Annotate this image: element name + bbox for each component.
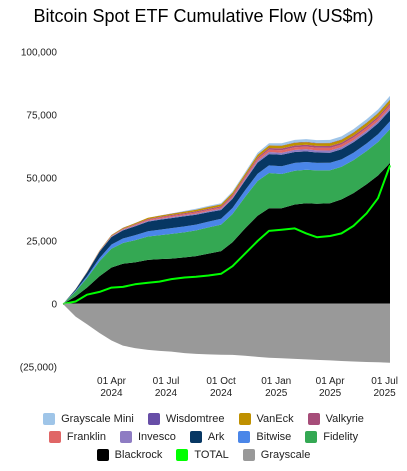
x-tick-label: 01 Jul 2024 — [153, 376, 180, 399]
area-bitwise — [63, 121, 390, 304]
legend-item-grayscale-mini: Grayscale Mini — [43, 413, 134, 425]
legend-item-vaneck: VanEck — [238, 413, 294, 425]
chart-title: Bitcoin Spot ETF Cumulative Flow (US$m) — [33, 6, 374, 26]
legend: Grayscale Mini Wisdomtree VanEck Valkyrie Fr… — [0, 412, 407, 466]
legend-swatch — [120, 431, 132, 443]
legend-row: Grayscale Mini Wisdomtree VanEck Valkyrie — [0, 412, 407, 426]
area-ark — [63, 110, 390, 304]
legend-item-total: TOTAL — [176, 449, 229, 461]
area-fidelity — [63, 129, 390, 304]
legend-label: Valkyrie — [325, 413, 364, 425]
x-tick-label: 01 Jul 2025 — [371, 376, 398, 399]
y-tick-label: 25,000 — [26, 237, 57, 248]
area-blackrock — [63, 162, 390, 304]
legend-label: Blackrock — [114, 449, 163, 461]
legend-swatch — [189, 431, 202, 443]
area-grayscale — [63, 304, 390, 363]
legend-row: Blackrock TOTAL Grayscale — [0, 448, 407, 462]
y-tick-label: 50,000 — [26, 174, 57, 185]
legend-swatch — [307, 413, 320, 425]
legend-label: VanEck — [256, 413, 294, 425]
legend-swatch — [147, 413, 160, 425]
legend-label: TOTAL — [194, 449, 229, 461]
legend-item-fidelity: Fidelity — [305, 431, 358, 443]
legend-swatch — [238, 413, 251, 425]
x-tick-label: 01 Oct 2024 — [206, 376, 236, 399]
y-tick-label: (25,000) — [20, 363, 57, 374]
legend-label: Grayscale Mini — [61, 413, 134, 425]
x-tick-label: 01 Jan 2025 — [261, 376, 291, 399]
legend-swatch — [176, 449, 189, 461]
legend-label: Ark — [207, 431, 225, 443]
legend-item-franklin: Franklin — [48, 431, 106, 443]
y-tick-label: 100,000 — [21, 48, 58, 59]
chart-svg: 100,000 75,000 50,000 25,000 0 (25,000) 01 Ap… — [20, 48, 398, 400]
legend-swatch — [48, 431, 61, 443]
legend-swatch — [96, 449, 109, 461]
legend-swatch — [305, 431, 318, 443]
y-tick-label: 0 — [51, 300, 57, 311]
legend-item-valkyrie: Valkyrie — [307, 413, 364, 425]
legend-label: Bitwise — [256, 431, 292, 443]
legend-swatch — [242, 449, 255, 461]
legend-label: Franklin — [66, 431, 106, 443]
legend-item-grayscale: Grayscale — [242, 449, 311, 461]
legend-item-blackrock: Blackrock — [96, 449, 163, 461]
legend-row: Franklin Invesco Ark Bitwise Fidelity — [0, 430, 407, 444]
legend-label: Fidelity — [323, 431, 359, 443]
legend-item-invesco: Invesco — [120, 431, 176, 443]
line-layer — [62, 165, 391, 305]
legend-swatch — [238, 431, 251, 443]
x-tick-label: 01 Apr 2024 — [97, 376, 127, 399]
legend-label: Invesco — [138, 431, 176, 443]
legend-item-bitwise: Bitwise — [238, 431, 291, 443]
legend-item-ark: Ark — [189, 431, 225, 443]
x-tick-label: 01 Apr 2025 — [316, 376, 346, 399]
area-layer — [63, 95, 390, 363]
total-line — [62, 165, 391, 305]
y-axis: 100,000 75,000 50,000 25,000 0 (25,000) — [20, 48, 58, 374]
legend-label: Grayscale — [260, 449, 311, 461]
legend-label: Wisdomtree — [165, 413, 225, 425]
y-tick-label: 75,000 — [26, 111, 57, 122]
legend-item-wisdomtree: Wisdomtree — [147, 413, 225, 425]
x-axis: 01 Apr 2024 01 Jul 2024 01 Oct 2024 01 Jan 2025… — [97, 376, 398, 399]
legend-swatch — [43, 413, 56, 425]
